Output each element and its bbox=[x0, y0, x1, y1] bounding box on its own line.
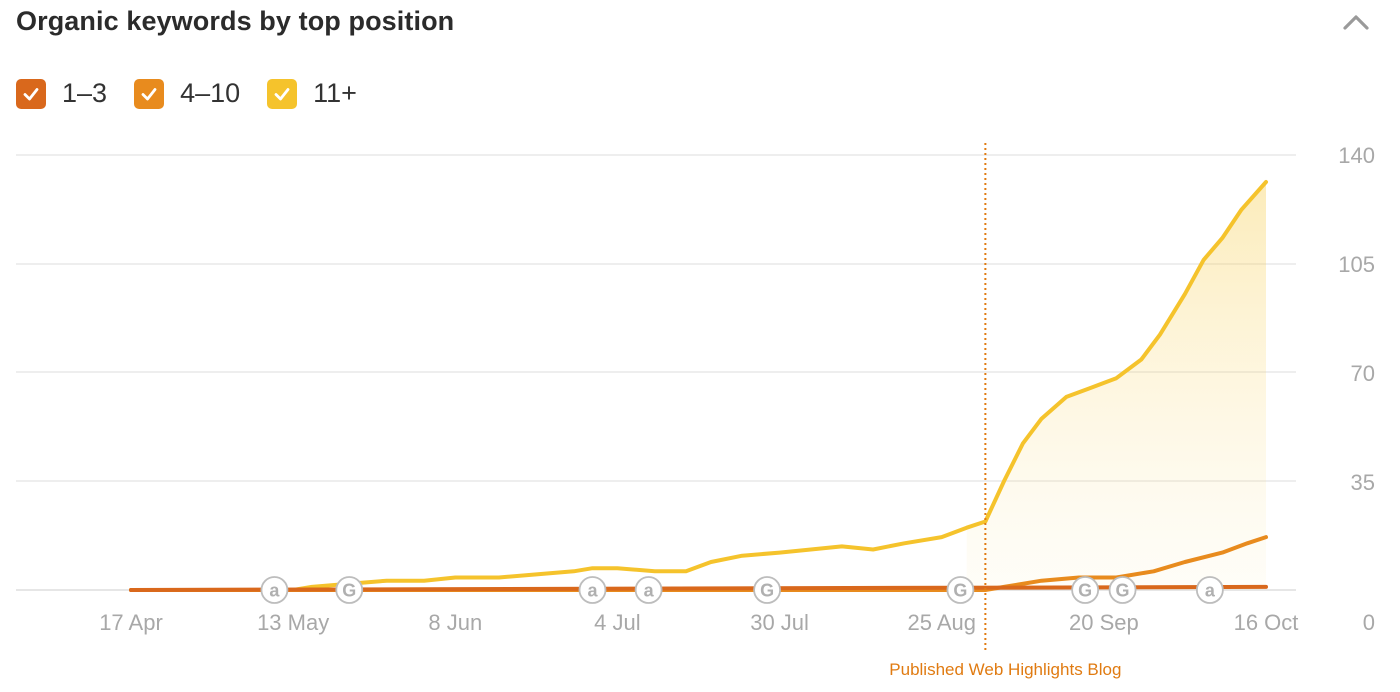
marker-circle bbox=[946, 576, 975, 604]
area-fills bbox=[966, 182, 1266, 590]
checkbox-11-plus[interactable] bbox=[267, 78, 298, 109]
marker-letter: G bbox=[1078, 581, 1092, 601]
checkmark-icon bbox=[23, 87, 39, 100]
checkmark-icon bbox=[141, 87, 157, 100]
marker-letter: G bbox=[760, 581, 774, 601]
marker-letter: G bbox=[953, 581, 967, 601]
marker-letter: G bbox=[1116, 581, 1130, 601]
chevron-up-icon bbox=[1343, 15, 1369, 30]
y-axis-labels: 0 35 70 105 140 bbox=[1338, 143, 1375, 635]
google-update-marker[interactable]: G bbox=[1071, 576, 1100, 604]
y-tick-label: 105 bbox=[1338, 252, 1375, 277]
annotations: Published Web Highlights Blog bbox=[889, 143, 1121, 679]
x-tick-label: 8 Jun bbox=[428, 610, 482, 635]
google-update-marker[interactable]: G bbox=[1108, 576, 1137, 604]
marker-circle bbox=[1108, 576, 1137, 604]
marker-circle bbox=[335, 576, 364, 604]
marker-letter: a bbox=[1205, 581, 1216, 601]
marker-letter: G bbox=[342, 581, 356, 601]
legend-item-1-3[interactable]: 1–3 bbox=[16, 78, 107, 109]
marker-circle bbox=[260, 576, 289, 604]
ahrefs-update-marker[interactable]: a bbox=[578, 576, 607, 604]
marker-circle bbox=[1195, 576, 1224, 604]
marker-letter: a bbox=[587, 581, 598, 601]
ahrefs-update-marker[interactable]: a bbox=[1195, 576, 1224, 604]
legend-item-11-plus[interactable]: 11+ bbox=[267, 78, 357, 109]
legend-label-1-3: 1–3 bbox=[62, 78, 108, 108]
checkbox-1-3[interactable] bbox=[16, 78, 46, 109]
x-tick-label: 30 Jul bbox=[750, 610, 809, 635]
marker-circle bbox=[578, 576, 607, 604]
legend: 1–3 4–10 11+ bbox=[16, 78, 384, 109]
google-update-marker[interactable]: G bbox=[335, 576, 364, 604]
x-tick-label: 17 Apr bbox=[99, 610, 163, 635]
ahrefs-update-marker[interactable]: a bbox=[260, 576, 289, 604]
marker-circle bbox=[634, 576, 663, 604]
marker-circle bbox=[753, 576, 781, 604]
x-axis-labels: 17 Apr 13 May 8 Jun 4 Jul 30 Jul 25 Aug 20 Sep… bbox=[99, 610, 1298, 635]
chart-title: Organic keywords by top position bbox=[16, 6, 455, 36]
marker-letter: a bbox=[644, 581, 655, 601]
area-fill-11+ bbox=[966, 182, 1266, 590]
checkbox-4-10[interactable] bbox=[134, 78, 165, 109]
marker-letter: a bbox=[269, 581, 280, 601]
x-tick-label: 13 May bbox=[257, 610, 329, 635]
x-tick-label: 16 Oct bbox=[1234, 610, 1299, 635]
legend-label-11-plus: 11+ bbox=[313, 78, 357, 108]
series-line-11+ bbox=[129, 180, 1268, 592]
marker-circle bbox=[1071, 576, 1100, 604]
y-tick-label: 140 bbox=[1338, 143, 1375, 168]
x-tick-label: 25 Aug bbox=[907, 610, 976, 635]
google-update-marker[interactable]: G bbox=[946, 576, 975, 604]
x-tick-label: 4 Jul bbox=[594, 610, 640, 635]
checkmark-icon bbox=[274, 87, 290, 100]
annotation-label: Published Web Highlights Blog bbox=[889, 660, 1121, 679]
y-tick-label: 0 bbox=[1363, 610, 1375, 635]
collapse-button[interactable] bbox=[1340, 8, 1372, 36]
google-update-marker[interactable]: G bbox=[753, 576, 781, 604]
legend-label-4-10: 4–10 bbox=[180, 78, 241, 108]
legend-item-4-10[interactable]: 4–10 bbox=[134, 78, 240, 109]
ahrefs-update-marker[interactable]: a bbox=[634, 576, 663, 604]
y-tick-label: 35 bbox=[1351, 470, 1375, 495]
y-tick-label: 70 bbox=[1351, 361, 1375, 386]
x-tick-label: 20 Sep bbox=[1069, 610, 1139, 635]
